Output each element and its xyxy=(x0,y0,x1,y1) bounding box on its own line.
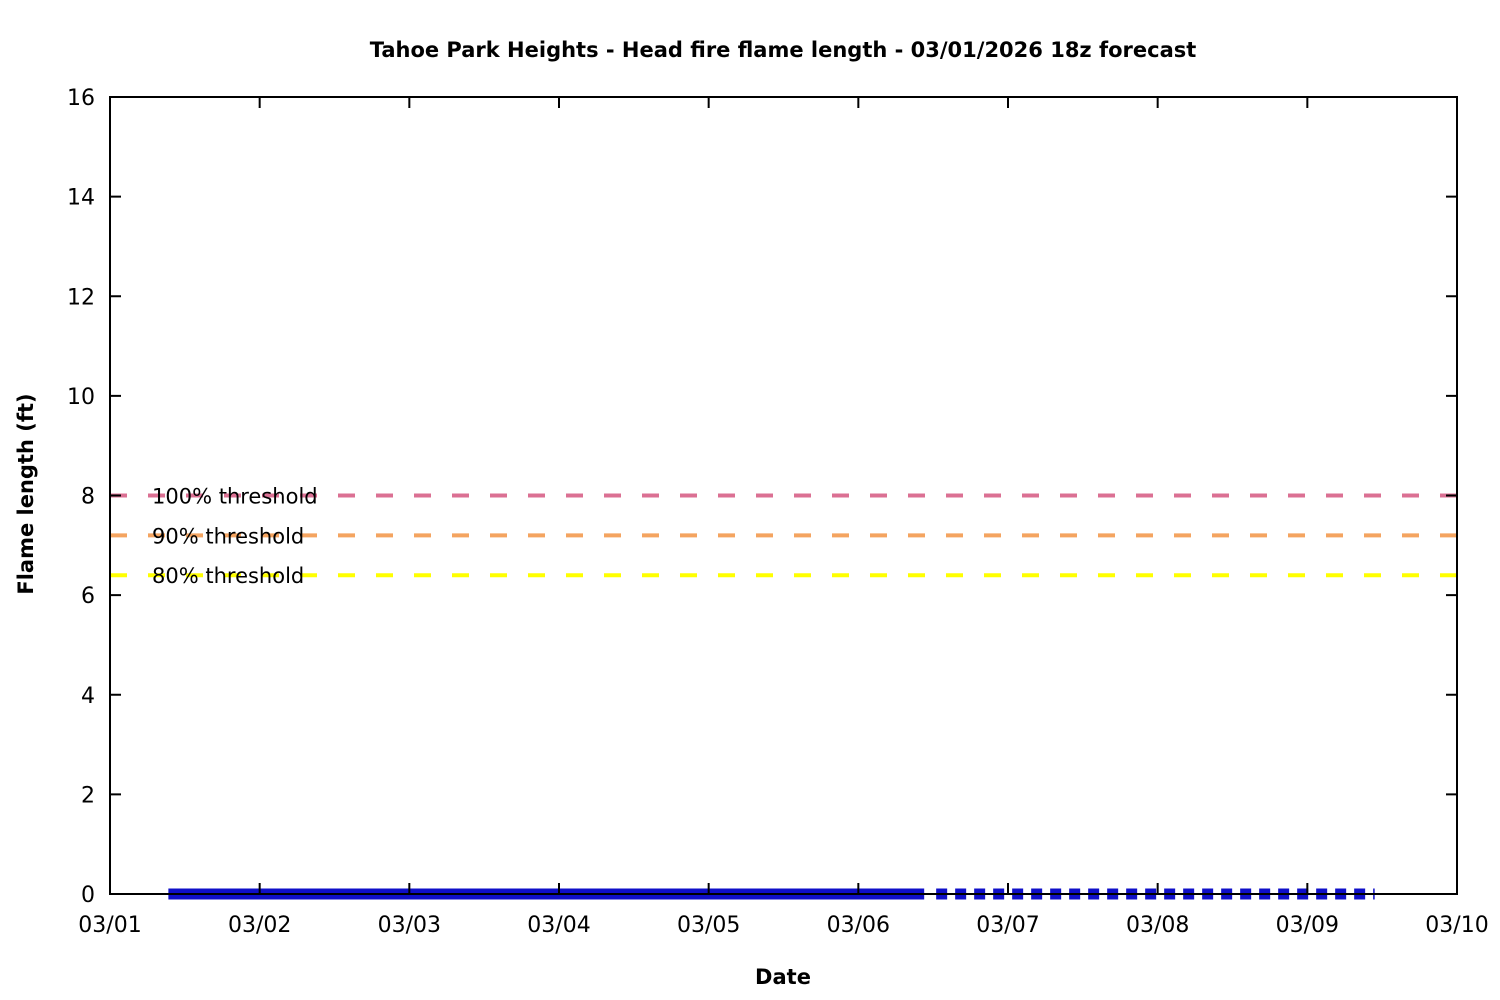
y-tick-labels: 0 2 4 6 8 10 12 14 16 xyxy=(67,86,95,908)
x-tick-label: 03/08 xyxy=(1126,913,1189,938)
y-tick-label: 0 xyxy=(81,883,95,908)
y-tick-label: 6 xyxy=(81,584,95,609)
x-tick-label: 03/07 xyxy=(976,913,1039,938)
x-tick-label: 03/03 xyxy=(378,913,441,938)
x-tick-label: 03/06 xyxy=(827,913,890,938)
y-tick-label: 14 xyxy=(67,186,95,211)
y-tick-label: 12 xyxy=(67,285,95,310)
y-tick-label: 4 xyxy=(81,684,95,709)
x-tick-label: 03/01 xyxy=(78,913,141,938)
x-tick-label: 03/02 xyxy=(228,913,291,938)
threshold-label: 100% threshold xyxy=(152,485,318,509)
axis-ticks xyxy=(110,97,1457,894)
threshold-label: 80% threshold xyxy=(152,564,304,588)
x-tick-label: 03/05 xyxy=(677,913,740,938)
threshold-lines: 100% threshold 90% threshold 80% threshold xyxy=(110,485,1457,588)
x-tick-labels: 03/01 03/02 03/03 03/04 03/05 03/06 03/07 03/08… xyxy=(78,913,1488,938)
x-tick-label: 03/04 xyxy=(527,913,590,938)
y-tick-label: 8 xyxy=(81,485,95,510)
x-axis-label: Date xyxy=(755,965,811,989)
y-tick-label: 2 xyxy=(81,783,95,808)
threshold-label: 90% threshold xyxy=(152,524,304,548)
y-axis-label: Flame length (ft) xyxy=(14,393,38,594)
x-tick-label: 03/09 xyxy=(1276,913,1339,938)
x-tick-label: 03/10 xyxy=(1425,913,1488,938)
chart-title: Tahoe Park Heights - Head fire flame len… xyxy=(370,38,1197,62)
y-tick-label: 16 xyxy=(67,86,95,111)
y-tick-label: 10 xyxy=(67,385,95,410)
